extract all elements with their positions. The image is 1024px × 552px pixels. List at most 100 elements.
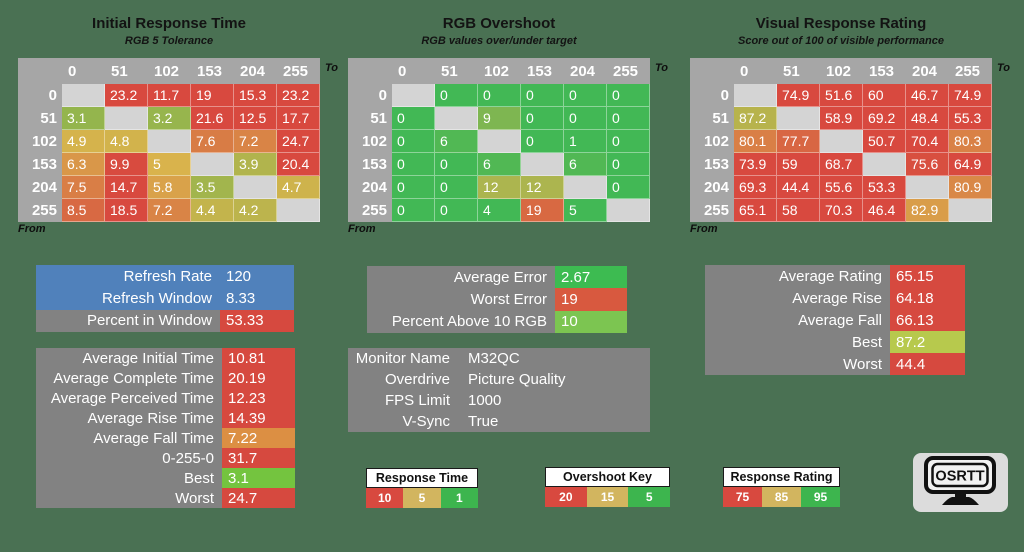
key-chip: 5 bbox=[628, 487, 671, 507]
panel-value: Picture Quality bbox=[458, 369, 650, 390]
axis-label-to: To bbox=[996, 62, 1010, 74]
heatmap-cell: 12 bbox=[521, 176, 564, 199]
monitor-info-panel: Monitor Name M32QC Overdrive Picture Qualit… bbox=[348, 348, 650, 432]
heatmap-cell: 44.4 bbox=[777, 176, 820, 199]
heatmap-cell: 4.9 bbox=[62, 130, 105, 153]
heatmap-cell bbox=[435, 107, 478, 130]
heatmap-grid: 0 51 102 153 204 255 0 23.2 11.7 19 15.3 23.2 51 3.1 3… bbox=[18, 58, 320, 222]
panel-value: 10 bbox=[555, 310, 627, 333]
heatmap-cell: 6 bbox=[564, 153, 607, 176]
axis-label-from: From bbox=[18, 223, 46, 235]
panel-label: Refresh Window bbox=[36, 287, 220, 310]
key-chip: 20 bbox=[545, 487, 587, 507]
panel-label: Average Rating bbox=[705, 265, 890, 287]
panel-value: 65.15 bbox=[890, 265, 965, 287]
panel-value: 8.33 bbox=[220, 287, 294, 310]
rating-summary-panel: Average Rating 65.15 Average Rise 64.18 Aver… bbox=[705, 265, 965, 375]
heatmap-cell: 55.6 bbox=[820, 176, 863, 199]
heatmap-cell bbox=[777, 107, 820, 130]
heatmap-cell: 51.6 bbox=[820, 84, 863, 107]
heatmap-cell: 74.9 bbox=[949, 84, 992, 107]
row-header: 102 bbox=[348, 130, 392, 153]
heatmap-cell: 80.3 bbox=[949, 130, 992, 153]
heatmap-cell: 5 bbox=[148, 153, 191, 176]
row-header: 255 bbox=[348, 199, 392, 222]
heatmap-cell: 15.3 bbox=[234, 84, 277, 107]
panel-value: 20.19 bbox=[222, 368, 295, 388]
column-header: 255 bbox=[607, 58, 650, 84]
row-header: 51 bbox=[18, 107, 62, 130]
panel-label: FPS Limit bbox=[348, 390, 458, 411]
panel-value: 14.39 bbox=[222, 408, 295, 428]
heatmap-cell bbox=[62, 84, 105, 107]
panel-label: Refresh Rate bbox=[36, 265, 220, 288]
panel-value: 64.18 bbox=[890, 287, 965, 309]
panel-label: Average Rise Time bbox=[36, 408, 222, 428]
heatmap-cell: 21.6 bbox=[191, 107, 234, 130]
row-header: 0 bbox=[690, 84, 734, 107]
heatmap-title: Initial Response Time bbox=[92, 15, 246, 32]
heatmap-cell: 4 bbox=[478, 199, 521, 222]
heatmap-cell: 4.2 bbox=[234, 199, 277, 222]
panel-value: 87.2 bbox=[890, 331, 965, 353]
column-header: 51 bbox=[777, 58, 820, 84]
heatmap-cell bbox=[478, 130, 521, 153]
key-chip: 95 bbox=[801, 487, 840, 507]
heatmap-cell bbox=[863, 153, 906, 176]
heatmap-cell: 3.5 bbox=[191, 176, 234, 199]
heatmap-cell: 0 bbox=[564, 107, 607, 130]
heatmap-cell: 75.6 bbox=[906, 153, 949, 176]
heatmap-cell: 4.8 bbox=[105, 130, 148, 153]
corner-cell bbox=[348, 58, 392, 84]
heatmap-cell bbox=[277, 199, 320, 222]
key-chip: 15 bbox=[586, 487, 629, 507]
axis-label-to: To bbox=[654, 62, 668, 74]
row-header: 204 bbox=[690, 176, 734, 199]
heatmap-subtitle: RGB values over/under target bbox=[421, 35, 577, 47]
panel-row: Monitor Name M32QC bbox=[348, 348, 650, 369]
heatmap-grid: 0 51 102 153 204 255 0 74.9 51.6 60 46.7 74.9 51 87.2… bbox=[690, 58, 992, 222]
panel-row: Refresh Window 8.33 bbox=[36, 287, 294, 310]
key-chip: 10 bbox=[366, 488, 404, 508]
heatmap-cell: 48.4 bbox=[906, 107, 949, 130]
panel-label: Percent in Window bbox=[36, 309, 220, 332]
key-chips: 20 15 5 bbox=[545, 487, 671, 507]
panel-label: Average Error bbox=[367, 266, 555, 289]
panel-row: Average Complete Time 20.19 bbox=[36, 368, 295, 388]
row-header: 204 bbox=[18, 176, 62, 199]
heatmap-initial-response-time: Initial Response Time RGB 5 Tolerance 0 51 1… bbox=[18, 14, 338, 235]
row-header: 102 bbox=[690, 130, 734, 153]
overshoot-key: Overshoot Key 20 15 5 bbox=[545, 467, 671, 507]
panel-label: Monitor Name bbox=[348, 348, 458, 369]
heatmap-cell: 24.7 bbox=[277, 130, 320, 153]
row-header: 51 bbox=[348, 107, 392, 130]
heatmap-title: Visual Response Rating bbox=[755, 15, 927, 32]
monitor-icon: OSRTT bbox=[924, 456, 996, 505]
heatmap-cell: 0 bbox=[521, 84, 564, 107]
column-header: 102 bbox=[478, 58, 521, 84]
column-header: 102 bbox=[820, 58, 863, 84]
heatmap-cell bbox=[820, 130, 863, 153]
panel-row: Average Fall 66.13 bbox=[705, 309, 965, 331]
overshoot-summary-panel: Average Error 2.67 Worst Error 19 Percent Ab… bbox=[367, 266, 627, 333]
panel-row: Worst 44.4 bbox=[705, 353, 965, 375]
heatmap-cell bbox=[521, 153, 564, 176]
heatmap-cell: 53.3 bbox=[863, 176, 906, 199]
row-header: 51 bbox=[690, 107, 734, 130]
panel-value: 12.23 bbox=[222, 388, 295, 408]
heatmap-cell: 0 bbox=[392, 130, 435, 153]
heatmap-cell: 12.5 bbox=[234, 107, 277, 130]
heatmap-cell: 0 bbox=[435, 176, 478, 199]
panel-label: Worst bbox=[36, 488, 222, 508]
heatmap-cell bbox=[148, 130, 191, 153]
heatmap-cell: 80.9 bbox=[949, 176, 992, 199]
heatmap-cell: 23.2 bbox=[277, 84, 320, 107]
heatmap-cell: 65.1 bbox=[734, 199, 777, 222]
heatmap-cell bbox=[234, 176, 277, 199]
panel-row: Worst 24.7 bbox=[36, 488, 295, 508]
heatmap-cell: 77.7 bbox=[777, 130, 820, 153]
row-header: 153 bbox=[690, 153, 734, 176]
heatmap-cell: 19 bbox=[521, 199, 564, 222]
heatmap-cell: 4.4 bbox=[191, 199, 234, 222]
panel-row: Average Fall Time 7.22 bbox=[36, 428, 295, 448]
